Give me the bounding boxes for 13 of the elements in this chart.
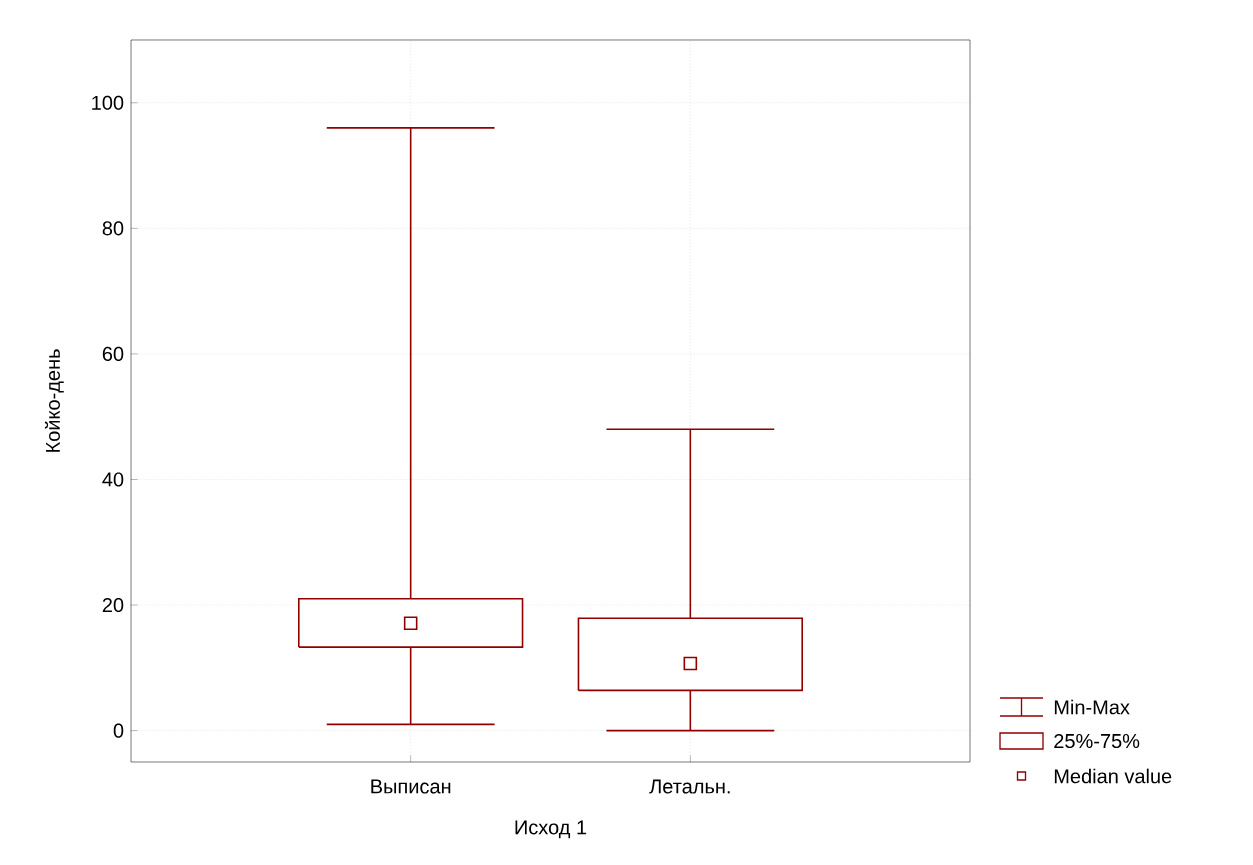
x-tick-label: Выписан	[371, 779, 451, 794]
text: 25%-75%	[1054, 733, 1140, 749]
y-tick-label: 100	[92, 95, 124, 110]
y-axis-title: Койко-день	[44, 349, 64, 452]
x-tick-label: Летальн.	[649, 779, 730, 794]
y-tick-label: 60	[102, 346, 124, 361]
x-axis-title: Исход 1	[515, 820, 587, 839]
text: Min-Max	[1054, 699, 1130, 715]
y-tick-label: 80	[102, 221, 124, 236]
y-tick-label: 0	[113, 723, 124, 738]
y-tick-label: 20	[102, 597, 124, 613]
y-tick-label: 40	[102, 472, 124, 487]
text: Median value	[1054, 768, 1172, 784]
